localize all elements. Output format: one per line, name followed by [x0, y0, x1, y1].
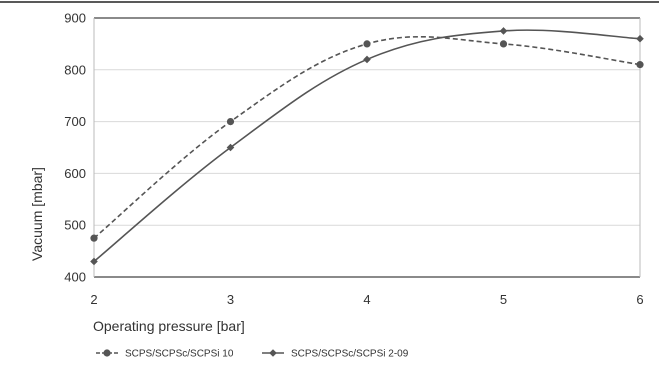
- y-tick-label: 600: [64, 166, 86, 181]
- series-1: [90, 36, 644, 242]
- data-point: [636, 34, 644, 43]
- legend-label: SCPS/SCPSc/SCPSi 2-09: [291, 349, 409, 360]
- data-point: [226, 118, 235, 126]
- series-line: [93, 36, 641, 239]
- legend: SCPS/SCPSc/SCPSi 10 SCPS/SCPSc/SCPSi 2-09: [96, 349, 409, 360]
- grid-lines: [94, 69, 640, 226]
- y-axis-label: Vacuum [mbar]: [29, 167, 45, 261]
- legend-label: SCPS/SCPSc/SCPSi 10: [125, 349, 234, 360]
- x-tick-label: 3: [227, 292, 234, 307]
- y-tick-label: 900: [64, 11, 86, 26]
- y-tick-label: 500: [64, 218, 86, 233]
- y-tick-label: 400: [64, 270, 86, 285]
- y-tick-label: 800: [64, 62, 86, 77]
- y-tick-label: 700: [64, 114, 86, 129]
- legend-item-2: SCPS/SCPSc/SCPSi 2-09: [262, 349, 409, 360]
- data-point: [363, 55, 371, 64]
- x-tick-labels: 2 3 4 5 6: [90, 292, 643, 307]
- legend-swatch-marker: [269, 349, 277, 357]
- data-point: [90, 257, 98, 266]
- series-2: [90, 27, 644, 266]
- data-point: [226, 143, 235, 152]
- y-tick-labels: 400 500 600 700 800 900: [64, 11, 86, 285]
- data-point: [499, 40, 508, 48]
- series-group: [90, 27, 644, 266]
- data-point: [90, 234, 98, 242]
- data-point: [636, 61, 644, 69]
- plot-frame: [93, 17, 641, 278]
- legend-item-1: SCPS/SCPSc/SCPSi 10: [96, 349, 234, 360]
- data-point: [363, 40, 371, 48]
- x-tick-label: 5: [500, 292, 507, 307]
- x-tick-label: 6: [636, 292, 643, 307]
- legend-swatch-marker: [103, 349, 111, 357]
- x-tick-label: 2: [90, 292, 97, 307]
- x-tick-label: 4: [363, 292, 370, 307]
- series-line: [93, 29, 641, 263]
- data-point: [499, 27, 508, 35]
- x-axis-label: Operating pressure [bar]: [93, 318, 245, 334]
